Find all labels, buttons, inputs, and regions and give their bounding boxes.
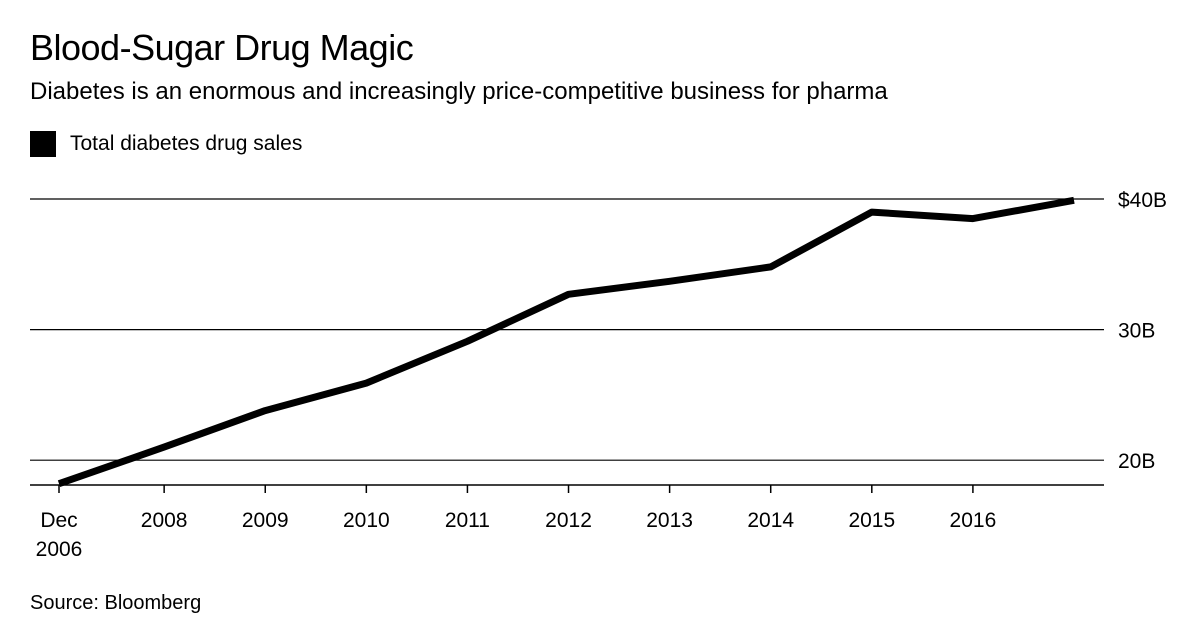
x-tick-label-2011: 2011 [445,509,490,532]
x-tick-label-2016: 2016 [950,509,997,532]
y-tick-label-20: 20B [1118,450,1155,473]
x-tick-label-2008: 2008 [141,509,188,532]
x-tick-label-2015: 2015 [848,509,895,532]
x-tick-label2-2006: 2006 [36,538,83,561]
chart-title: Blood-Sugar Drug Magic [30,27,414,68]
x-tick-label-2010: 2010 [343,509,390,532]
x-tick-label-2014: 2014 [747,509,794,532]
x-tick-label-2013: 2013 [646,509,693,532]
x-tick-label-2009: 2009 [242,509,289,532]
series-line-0 [57,196,1075,488]
chart-subtitle: Diabetes is an enormous and increasingly… [30,78,888,105]
source-note: Source: Bloomberg [30,592,202,614]
y-tick-label-30: 30B [1118,320,1155,343]
x-tick-label-2012: 2012 [545,509,592,532]
x-tick-label-Dec: Dec [40,509,77,532]
y-tick-label-40: $40B [1118,189,1167,212]
legend-label: Total diabetes drug sales [70,132,303,155]
legend-swatch [30,131,56,157]
legend: Total diabetes drug sales [30,130,302,158]
